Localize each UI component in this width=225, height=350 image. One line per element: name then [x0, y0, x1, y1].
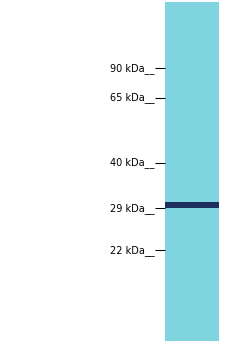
Text: 40 kDa__: 40 kDa__ — [110, 157, 154, 168]
Text: 65 kDa__: 65 kDa__ — [110, 92, 154, 104]
Text: 22 kDa__: 22 kDa__ — [110, 245, 154, 256]
Text: 90 kDa__: 90 kDa__ — [110, 63, 154, 74]
Text: 29 kDa__: 29 kDa__ — [110, 203, 154, 214]
Bar — [165, 202, 219, 208]
Bar — [165, 2, 219, 341]
